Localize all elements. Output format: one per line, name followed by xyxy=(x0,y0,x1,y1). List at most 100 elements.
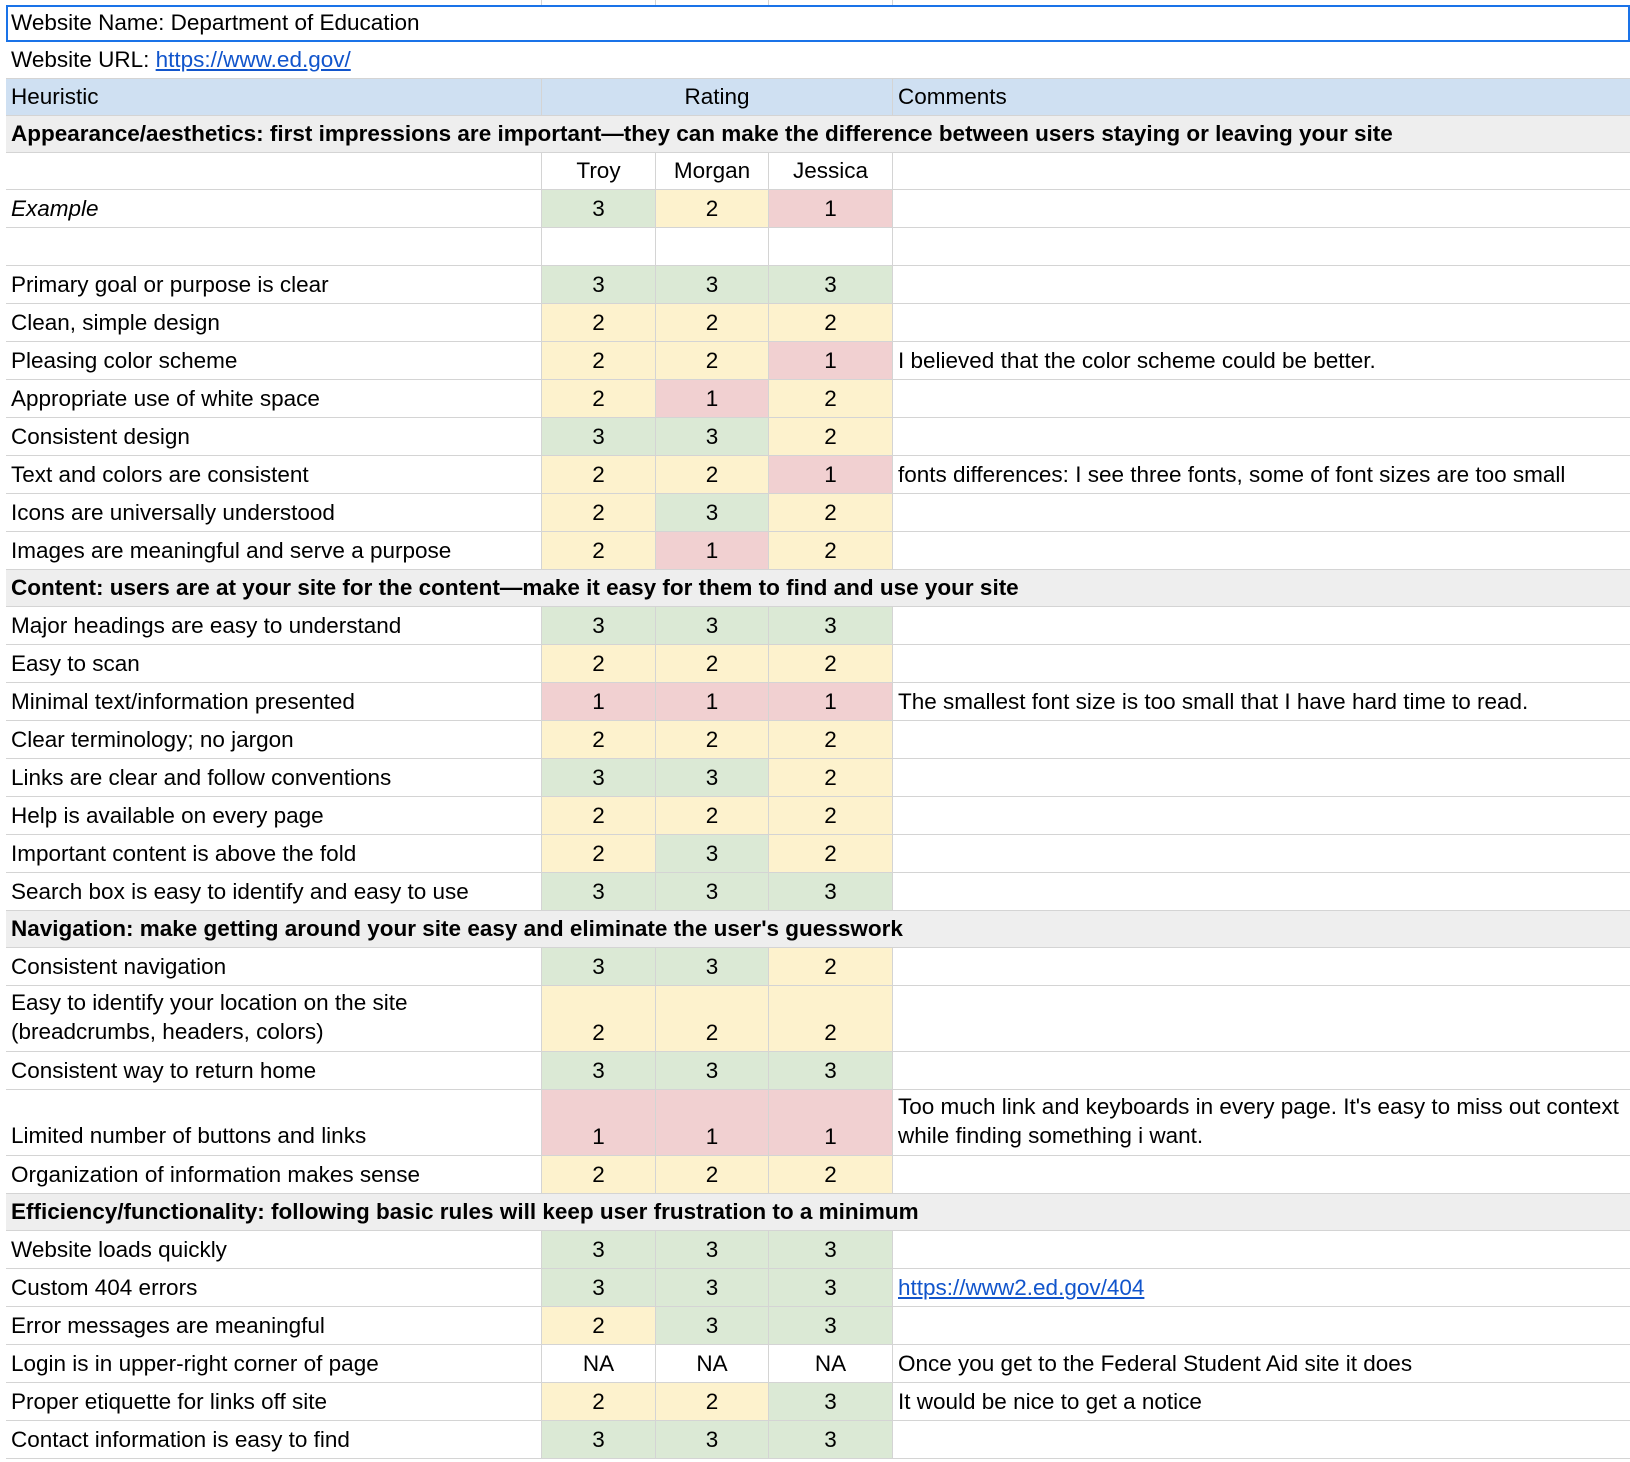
rating-cell-troy[interactable]: 2 xyxy=(542,380,656,418)
rating-cell-troy[interactable]: 3 xyxy=(542,759,656,797)
rating-cell-morgan[interactable]: 3 xyxy=(656,418,769,456)
heuristic-label[interactable]: Clean, simple design xyxy=(6,304,542,342)
heuristic-label[interactable]: Major headings are easy to understand xyxy=(6,607,542,645)
rating-cell-morgan[interactable]: 1 xyxy=(656,532,769,570)
rating-cell-morgan[interactable]: 3 xyxy=(656,266,769,304)
comment-cell[interactable] xyxy=(893,228,1630,266)
website-url-link[interactable]: https://www.ed.gov/ xyxy=(155,47,351,72)
comment-cell[interactable] xyxy=(893,986,1630,1052)
rating-cell-jessica[interactable]: 3 xyxy=(769,607,893,645)
rating-cell-troy[interactable]: 3 xyxy=(542,1269,656,1307)
comment-cell[interactable]: It would be nice to get a notice xyxy=(893,1383,1630,1421)
comment-cell[interactable]: https://www2.ed.gov/404 xyxy=(893,1269,1630,1307)
rating-cell-troy[interactable]: 2 xyxy=(542,494,656,532)
section-title[interactable]: Appearance/aesthetics: first impressions… xyxy=(6,116,1630,153)
rater-name-troy[interactable]: Troy xyxy=(542,153,656,190)
rating-cell-troy[interactable]: 2 xyxy=(542,532,656,570)
rating-cell-troy[interactable]: 2 xyxy=(542,304,656,342)
rating-cell-troy[interactable]: 2 xyxy=(542,645,656,683)
rating-cell-morgan[interactable]: 3 xyxy=(656,607,769,645)
rating-cell-jessica[interactable]: 2 xyxy=(769,948,893,986)
rating-cell-troy[interactable]: 3 xyxy=(542,607,656,645)
rating-cell-morgan[interactable]: 1 xyxy=(656,683,769,721)
rating-cell-troy[interactable]: 3 xyxy=(542,1421,656,1459)
comment-cell[interactable] xyxy=(893,266,1630,304)
rating-cell-morgan[interactable]: 3 xyxy=(656,759,769,797)
rating-header[interactable]: Rating xyxy=(542,79,893,116)
heuristic-label[interactable]: Pleasing color scheme xyxy=(6,342,542,380)
comment-cell[interactable]: Once you get to the Federal Student Aid … xyxy=(893,1345,1630,1383)
rating-cell-troy[interactable]: 1 xyxy=(542,683,656,721)
heuristic-label[interactable]: Primary goal or purpose is clear xyxy=(6,266,542,304)
rating-cell-jessica[interactable]: 3 xyxy=(769,1421,893,1459)
comment-cell[interactable] xyxy=(893,1231,1630,1269)
rating-cell-troy[interactable]: 3 xyxy=(542,266,656,304)
rater-name-jessica[interactable]: Jessica xyxy=(769,153,893,190)
heuristic-label[interactable]: Login is in upper-right corner of page xyxy=(6,1345,542,1383)
comment-link[interactable]: https://www2.ed.gov/404 xyxy=(898,1275,1145,1300)
rating-cell-troy[interactable]: 2 xyxy=(542,342,656,380)
rating-cell-troy[interactable]: 3 xyxy=(542,1052,656,1090)
rating-cell-troy[interactable]: 2 xyxy=(542,1383,656,1421)
rating-cell-troy[interactable]: 2 xyxy=(542,835,656,873)
comment-cell[interactable] xyxy=(893,873,1630,911)
comment-cell[interactable]: I believed that the color scheme could b… xyxy=(893,342,1630,380)
empty-cell[interactable] xyxy=(893,153,1630,190)
rating-cell-jessica[interactable]: 1 xyxy=(769,683,893,721)
heuristic-label[interactable]: Text and colors are consistent xyxy=(6,456,542,494)
comments-header[interactable]: Comments xyxy=(893,79,1630,116)
comment-cell[interactable] xyxy=(893,1156,1630,1194)
rating-cell-jessica[interactable]: 2 xyxy=(769,721,893,759)
empty-cell[interactable] xyxy=(6,153,542,190)
heuristic-label[interactable]: Example xyxy=(6,190,542,228)
comment-cell[interactable]: Too much link and keyboards in every pag… xyxy=(893,1090,1630,1156)
heuristic-label[interactable]: Easy to scan xyxy=(6,645,542,683)
heuristic-label[interactable]: Organization of information makes sense xyxy=(6,1156,542,1194)
comment-cell[interactable] xyxy=(893,190,1630,228)
rating-cell-jessica[interactable]: 1 xyxy=(769,456,893,494)
heuristic-label[interactable]: Appropriate use of white space xyxy=(6,380,542,418)
heuristic-label[interactable]: Icons are universally understood xyxy=(6,494,542,532)
rating-cell-morgan[interactable]: 2 xyxy=(656,986,769,1052)
rating-cell-jessica[interactable]: 3 xyxy=(769,1383,893,1421)
rating-cell-jessica[interactable]: 2 xyxy=(769,380,893,418)
rating-cell-morgan[interactable]: 2 xyxy=(656,342,769,380)
rating-cell-troy[interactable]: 2 xyxy=(542,1156,656,1194)
heuristic-label[interactable]: Minimal text/information presented xyxy=(6,683,542,721)
rating-cell-jessica[interactable]: NA xyxy=(769,1345,893,1383)
heuristic-label[interactable]: Clear terminology; no jargon xyxy=(6,721,542,759)
rating-cell-morgan[interactable]: 2 xyxy=(656,190,769,228)
heuristic-label[interactable]: Images are meaningful and serve a purpos… xyxy=(6,532,542,570)
rating-cell-jessica[interactable]: 3 xyxy=(769,873,893,911)
heuristic-label[interactable] xyxy=(6,228,542,266)
rating-cell-morgan[interactable]: 3 xyxy=(656,835,769,873)
heuristic-label[interactable]: Error messages are meaningful xyxy=(6,1307,542,1345)
rating-cell-jessica[interactable]: 2 xyxy=(769,418,893,456)
heuristic-label[interactable]: Consistent design xyxy=(6,418,542,456)
section-title[interactable]: Navigation: make getting around your sit… xyxy=(6,911,1630,948)
heuristic-label[interactable]: Website loads quickly xyxy=(6,1231,542,1269)
rating-cell-morgan[interactable]: 3 xyxy=(656,1052,769,1090)
comment-cell[interactable]: fonts differences: I see three fonts, so… xyxy=(893,456,1630,494)
heuristic-label[interactable]: Links are clear and follow conventions xyxy=(6,759,542,797)
rating-cell-jessica[interactable]: 3 xyxy=(769,1052,893,1090)
heuristic-label[interactable]: Easy to identify your location on the si… xyxy=(6,986,542,1052)
comment-cell[interactable] xyxy=(893,835,1630,873)
heuristic-label[interactable]: Consistent way to return home xyxy=(6,1052,542,1090)
rating-cell-jessica[interactable]: 1 xyxy=(769,190,893,228)
rating-cell-troy[interactable]: NA xyxy=(542,1345,656,1383)
comment-cell[interactable] xyxy=(893,1307,1630,1345)
rating-cell-morgan[interactable]: 2 xyxy=(656,456,769,494)
rating-cell-jessica[interactable]: 1 xyxy=(769,342,893,380)
comment-cell[interactable] xyxy=(893,380,1630,418)
comment-cell[interactable] xyxy=(893,1052,1630,1090)
section-title[interactable]: Content: users are at your site for the … xyxy=(6,570,1630,607)
comment-cell[interactable] xyxy=(893,759,1630,797)
rater-name-morgan[interactable]: Morgan xyxy=(656,153,769,190)
rating-cell-troy[interactable]: 3 xyxy=(542,1231,656,1269)
rating-cell-troy[interactable]: 1 xyxy=(542,1090,656,1156)
rating-cell-jessica[interactable]: 3 xyxy=(769,1269,893,1307)
rating-cell-troy[interactable]: 2 xyxy=(542,1307,656,1345)
rating-cell-troy[interactable] xyxy=(542,228,656,266)
comment-cell[interactable] xyxy=(893,948,1630,986)
